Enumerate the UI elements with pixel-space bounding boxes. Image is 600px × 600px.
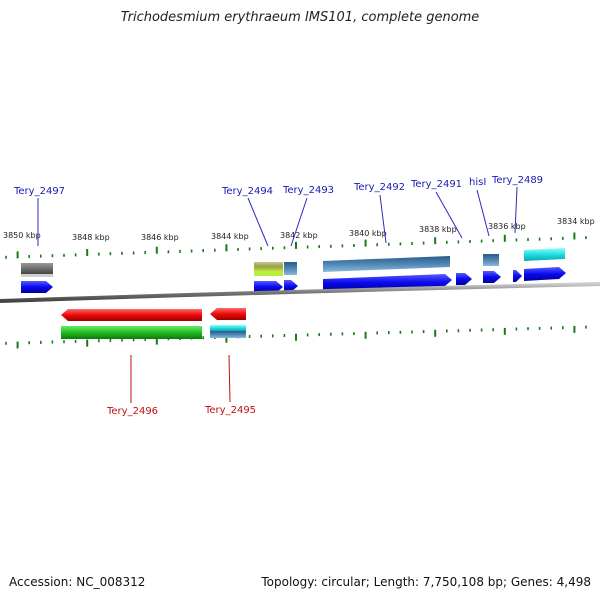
steel-feature[interactable] — [483, 254, 499, 266]
gene-label[interactable]: Tery_2492 — [353, 182, 405, 193]
gene-label[interactable]: Tery_2489 — [491, 175, 543, 186]
map-title: Trichodesmium erythraeum IMS101, complet… — [120, 10, 480, 25]
gene-label[interactable]: Tery_2497 — [13, 186, 65, 197]
gene-arrow-tery-2494[interactable] — [254, 281, 283, 293]
steel-feature[interactable] — [210, 331, 246, 338]
chromosome-backbone — [0, 282, 600, 303]
scale-label: 3836 kbp — [488, 222, 526, 231]
gene-label[interactable]: Tery_2491 — [410, 179, 462, 190]
gene-label[interactable]: Tery_2494 — [221, 186, 273, 197]
genome-summary-text: Topology: circular; Length: 7,750,108 bp… — [261, 575, 591, 589]
feature-track-reverse — [61, 325, 246, 339]
scale-label: 3842 kbp — [280, 231, 318, 240]
gene-arrow-tery-2496[interactable] — [61, 309, 202, 321]
gene-label[interactable]: Tery_2493 — [282, 185, 334, 196]
reverse-genes — [61, 308, 246, 321]
scale-ticks-top — [5, 232, 587, 259]
gene-label[interactable]: Tery_2496 — [106, 406, 158, 417]
gene-arrow-tery-2489[interactable] — [524, 267, 566, 281]
scale-label: 3848 kbp — [72, 233, 110, 242]
cyan-feature[interactable] — [524, 248, 565, 261]
steel-feature[interactable] — [284, 262, 297, 275]
scale-label: 3844 kbp — [211, 232, 249, 241]
label-leader-lines — [37, 186, 518, 247]
gene-labels-reverse: Tery_2496 Tery_2495 — [106, 405, 256, 417]
cyan-feature[interactable] — [210, 325, 246, 331]
gene-label[interactable]: hisI — [469, 177, 486, 188]
gene-arrow-tery-2497[interactable] — [21, 281, 53, 293]
accession-text: Accession: NC_008312 — [9, 575, 146, 589]
scale-label: 3838 kbp — [419, 225, 457, 234]
scale-label: 3834 kbp — [557, 217, 595, 226]
scale-ticks-bottom — [5, 325, 587, 349]
feature-track-forward — [21, 248, 565, 277]
olive-feature[interactable] — [254, 262, 283, 271]
scale-label: 3850 kbp — [3, 231, 41, 240]
olive-feature-band — [254, 271, 283, 276]
gene-arrow-small[interactable] — [513, 270, 522, 282]
gene-arrow-hisi[interactable] — [483, 271, 501, 283]
scale-labels: 3850 kbp 3848 kbp 3846 kbp 3844 kbp 3842… — [3, 217, 595, 242]
scale-label: 3840 kbp — [349, 229, 387, 238]
gene-arrow-tery-2495[interactable] — [210, 308, 246, 320]
scale-label: 3846 kbp — [141, 233, 179, 242]
gene-arrow-tery-2491[interactable] — [456, 273, 472, 285]
gene-labels-forward: Tery_2497 Tery_2494 Tery_2493 Tery_2492 … — [13, 175, 543, 197]
grey-feature-shadow — [21, 274, 53, 277]
green-feature[interactable] — [61, 326, 202, 339]
steel-feature[interactable] — [323, 256, 450, 272]
grey-feature[interactable] — [21, 263, 53, 274]
label-leader-lines-reverse — [130, 354, 231, 403]
gene-label[interactable]: Tery_2495 — [204, 405, 256, 416]
gene-arrow-tery-2493[interactable] — [284, 280, 298, 292]
